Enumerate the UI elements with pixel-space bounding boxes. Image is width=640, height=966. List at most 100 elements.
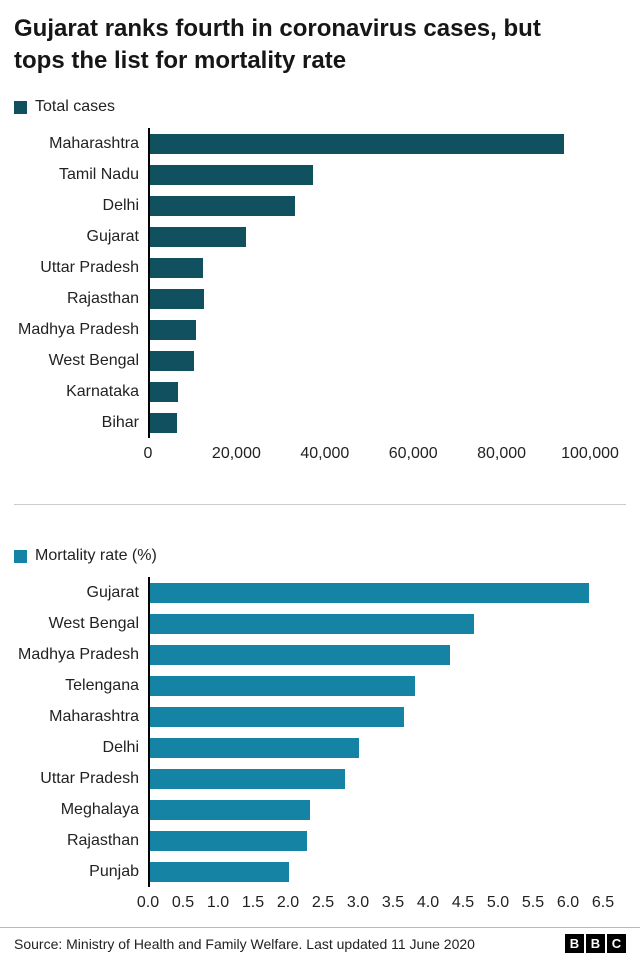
bar-track <box>148 159 590 191</box>
bar-track <box>148 345 590 377</box>
bar-track <box>148 639 603 671</box>
category-label: Gujarat <box>86 583 139 601</box>
x-tick-label: 3.0 <box>346 894 370 912</box>
legend-total-cases: Total cases <box>14 98 640 116</box>
plot-area-mortality-rate: Gujarat West Bengal Madhya Pradesh Telengan… <box>0 577 640 888</box>
bar <box>150 164 313 185</box>
x-tick-label: 20,000 <box>211 445 261 463</box>
category-label: Madhya Pradesh <box>18 320 139 338</box>
bar-track <box>148 407 590 439</box>
bar-row: Maharashtra <box>14 128 640 160</box>
category-label: Gujarat <box>86 227 139 245</box>
plot-area-total-cases: Maharashtra Tamil Nadu Delhi Gujarat Uttar P… <box>0 128 640 439</box>
bar-track <box>148 577 603 609</box>
category-label: Bihar <box>101 413 139 431</box>
bar-row: Maharashtra <box>14 701 640 733</box>
divider <box>14 504 626 506</box>
category-label: Tamil Nadu <box>58 165 139 183</box>
bbc-logo-letter: B <box>586 934 605 954</box>
bbc-logo-letter: B <box>565 934 584 954</box>
bar <box>150 381 178 402</box>
bbc-logo-letter: C <box>607 934 626 954</box>
x-tick-label: 0 <box>143 445 153 463</box>
x-axis-total-cases: 0 20,000 40,000 60,000 80,000 100,000 <box>144 438 619 468</box>
bar-track <box>148 825 603 857</box>
x-tick-label: 100,000 <box>561 445 619 463</box>
bar <box>150 737 360 758</box>
x-tick-label: 2.0 <box>276 894 300 912</box>
category-label: Rajasthan <box>66 831 139 849</box>
bar <box>150 675 415 696</box>
bar <box>150 582 590 603</box>
category-label: Meghalaya <box>60 800 139 818</box>
bar <box>150 706 405 727</box>
x-tick-label: 3.5 <box>381 894 405 912</box>
headline: Gujarat ranks fourth in coronavirus case… <box>14 15 541 74</box>
mortality-rate-chart: Mortality rate (%) Gujarat West Bengal Mad… <box>0 547 640 917</box>
x-tick-label: 60,000 <box>388 445 438 463</box>
bar-track <box>148 763 603 795</box>
bar-row: Delhi <box>14 190 640 222</box>
category-label: West Bengal <box>48 614 139 632</box>
bar-row: Uttar Pradesh <box>14 763 640 795</box>
bar-track <box>148 376 590 408</box>
category-label: Maharashtra <box>49 707 139 725</box>
bar <box>150 768 346 789</box>
bar-row: Rajasthan <box>14 283 640 315</box>
total-cases-chart: Total cases Maharashtra Tamil Nadu Delhi Gu… <box>0 98 640 468</box>
category-label: Madhya Pradesh <box>18 645 139 663</box>
x-tick-label: 6.0 <box>556 894 580 912</box>
bar-row: Punjab <box>14 856 640 888</box>
legend-mortality-rate: Mortality rate (%) <box>14 547 640 565</box>
bar <box>150 350 194 371</box>
bar <box>150 133 564 154</box>
bar-row: West Bengal <box>14 345 640 377</box>
bar-row: Tamil Nadu <box>14 159 640 191</box>
bar-row: Meghalaya <box>14 794 640 826</box>
legend-swatch <box>14 549 27 563</box>
x-tick-label: 5.5 <box>521 894 545 912</box>
bar-row: West Bengal <box>14 608 640 640</box>
x-axis-mortality-rate: 0.0 0.5 1.0 1.5 2.0 2.5 3.0 3.5 4.0 4.5 5.0 5.5 6.0 6… <box>137 887 614 917</box>
category-label: Punjab <box>89 862 139 880</box>
bar-row: Telengana <box>14 670 640 702</box>
source-text: Source: Ministry of Health and Family We… <box>14 935 475 952</box>
category-label: Telengana <box>65 676 139 694</box>
x-tick-label: 6.5 <box>591 894 615 912</box>
bar <box>150 613 475 634</box>
bar-track <box>148 283 590 315</box>
bar <box>150 830 307 851</box>
bar-track <box>148 128 590 160</box>
bar <box>150 257 203 278</box>
x-tick-label: 0.0 <box>136 894 160 912</box>
bar-row: Delhi <box>14 732 640 764</box>
bar-row: Bihar <box>14 407 640 439</box>
bar <box>150 861 290 882</box>
bar-track <box>148 732 603 764</box>
legend-label: Mortality rate (%) <box>35 547 157 565</box>
bar-row: Gujarat <box>14 577 640 609</box>
bar <box>150 412 177 433</box>
bar-track <box>148 794 603 826</box>
x-tick-label: 5.0 <box>486 894 510 912</box>
x-tick-label: 40,000 <box>300 445 350 463</box>
category-label: West Bengal <box>48 351 139 369</box>
category-label: Maharashtra <box>49 134 139 152</box>
x-tick-label: 1.5 <box>241 894 265 912</box>
bar-track <box>148 252 590 284</box>
bar <box>150 195 296 216</box>
bar <box>150 226 246 247</box>
legend-swatch <box>14 100 27 114</box>
x-tick-label: 4.5 <box>451 894 475 912</box>
category-label: Rajasthan <box>66 289 139 307</box>
category-label: Uttar Pradesh <box>40 258 139 276</box>
bar-row: Karnataka <box>14 376 640 408</box>
x-tick-label: 80,000 <box>477 445 527 463</box>
legend-label: Total cases <box>35 98 116 116</box>
category-label: Delhi <box>102 196 139 214</box>
category-label: Uttar Pradesh <box>40 769 139 787</box>
x-tick-label: 1.0 <box>206 894 230 912</box>
bar-track <box>148 701 603 733</box>
bar-track <box>148 608 603 640</box>
bar-row: Madhya Pradesh <box>14 639 640 671</box>
